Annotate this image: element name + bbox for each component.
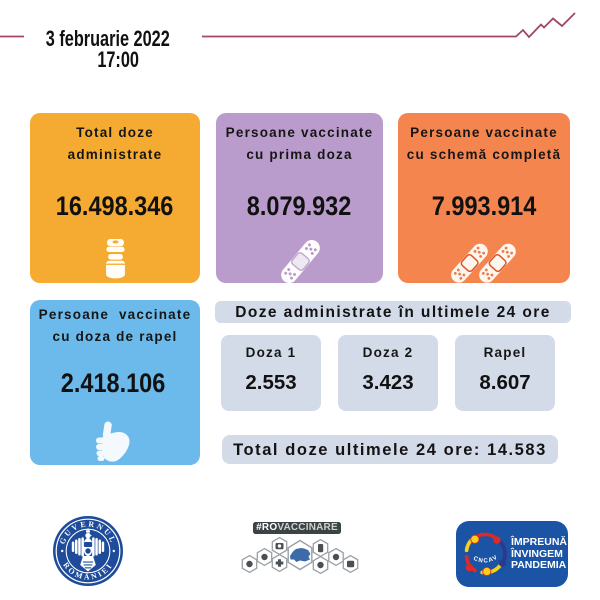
svg-text:CNCAV: CNCAV (472, 554, 499, 564)
